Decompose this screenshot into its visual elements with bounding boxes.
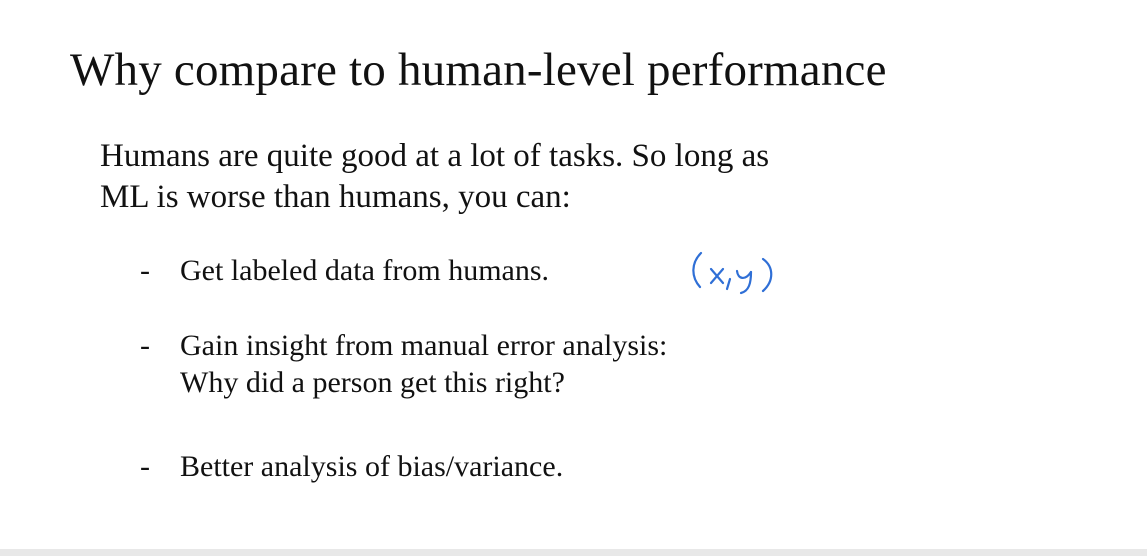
intro-paragraph: Humans are quite good at a lot of tasks.… — [100, 136, 1000, 218]
bullet-line: Gain insight from manual error analysis: — [180, 329, 668, 362]
handwritten-xy-annotation — [685, 245, 785, 300]
bullet-marker: - — [140, 450, 150, 483]
intro-line-1: Humans are quite good at a lot of tasks.… — [100, 138, 770, 174]
bullet-line: Better analysis of bias/variance. — [180, 450, 564, 483]
slide-title: Why compare to human-level performance — [70, 44, 887, 96]
bullet-text: Gain insight from manual error analysis:… — [180, 327, 667, 401]
bullet-text: Get labeled data from humans. — [180, 252, 549, 289]
bullet-text: Better analysis of bias/variance. — [180, 448, 563, 485]
intro-line-2: ML is worse than humans, you can: — [100, 179, 571, 215]
bullet-line: Why did a person get this right? — [180, 366, 565, 399]
bullet-marker: - — [140, 329, 150, 362]
bullet-line: Get labeled data from humans. — [180, 254, 550, 287]
bottom-edge-strip — [0, 549, 1147, 556]
bullet-marker: - — [140, 254, 150, 287]
